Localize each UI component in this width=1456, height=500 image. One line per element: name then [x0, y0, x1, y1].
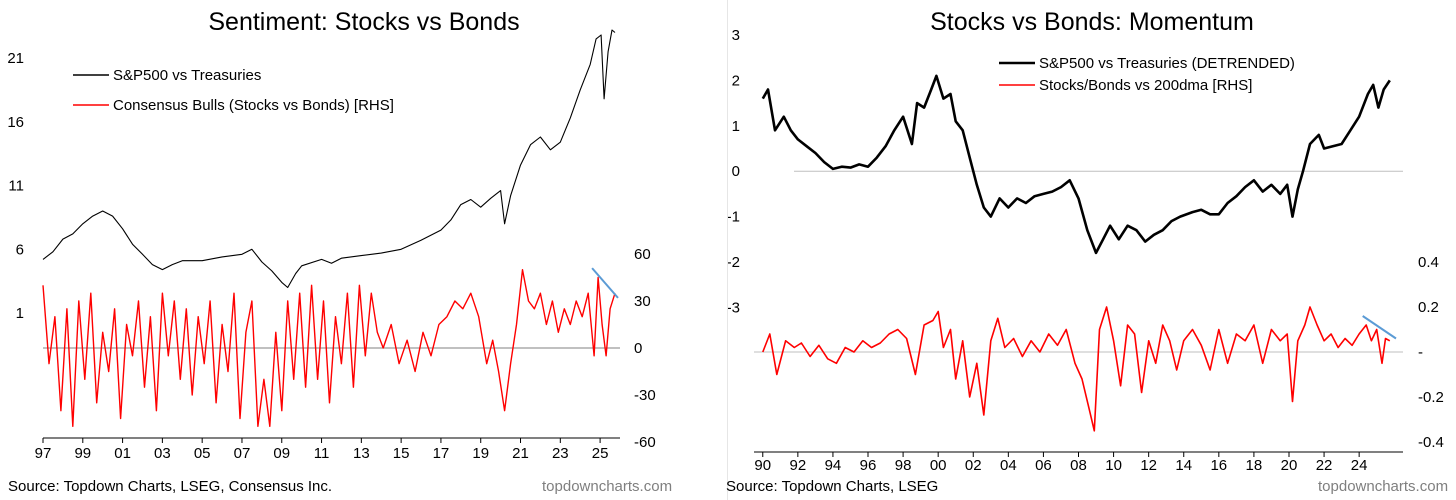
x-tick-label: 22 [1316, 457, 1333, 474]
series-line-1 [761, 74, 1391, 255]
left-tick-label: -3 [728, 299, 740, 316]
x-tick-label: 03 [154, 445, 171, 462]
x-tick-label: 14 [1175, 457, 1192, 474]
chart-panel-left: Sentiment: Stocks vs Bonds 97 99 01 03 05 07 0… [7, 8, 673, 495]
watermark: topdowncharts.com [1318, 478, 1449, 495]
x-tick-label: 92 [790, 457, 807, 474]
x-tick-label: 94 [825, 457, 842, 474]
series-line-2 [762, 306, 1391, 432]
x-tick-label: 12 [1140, 457, 1157, 474]
x-tick-label: 24 [1351, 457, 1368, 474]
left-tick-label: 0 [732, 163, 740, 180]
chart-title: Stocks vs Bonds: Momentum [930, 8, 1254, 36]
left-tick-label: 1 [16, 305, 24, 322]
legend-label: S&P500 vs Treasuries (DETRENDED) [1039, 55, 1295, 72]
source-note: Source: Topdown Charts, LSEG, Consensus … [8, 478, 333, 495]
x-tick-label: 08 [1070, 457, 1087, 474]
x-tick-label: 11 [314, 445, 330, 462]
x-tick-label: 16 [1210, 457, 1227, 474]
right-tick-label: 0 [634, 340, 642, 357]
x-tick-label: 96 [860, 457, 877, 474]
panel-divider [727, 0, 728, 500]
x-tick-label: 15 [393, 445, 410, 462]
chart-plot-left: 97 99 01 03 05 07 09 11 13 15 17 19 21 23 25 21 16 11 6 1 60… [7, 29, 656, 462]
x-tick-label: 90 [754, 457, 771, 474]
left-tick-label: 21 [7, 50, 24, 67]
chart-plot-right: 90 92 94 96 98 00 02 04 06 08 10 12 14 16 18 20 22 243210… [728, 27, 1444, 474]
right-tick-label: -0.2 [1418, 389, 1444, 406]
x-tick-label: 07 [234, 445, 251, 462]
series-line-1 [42, 29, 616, 289]
right-tick-label: -0.4 [1418, 434, 1444, 451]
right-tick-label: 30 [634, 293, 651, 310]
legend-label: Stocks/Bonds vs 200dma [RHS] [1039, 77, 1252, 94]
left-tick-label: 2 [732, 72, 740, 89]
legend-label: S&P500 vs Treasuries [113, 67, 261, 84]
watermark: topdowncharts.com [542, 478, 673, 495]
left-tick-label: 11 [8, 178, 24, 195]
x-tick-label: 23 [552, 445, 569, 462]
x-tick-label: 13 [353, 445, 370, 462]
left-tick-label: 3 [732, 27, 740, 44]
trend-arrow-line [591, 267, 619, 299]
x-tick-label: 21 [512, 445, 529, 462]
x-tick-label: 18 [1246, 457, 1263, 474]
x-tick-label: 17 [433, 445, 450, 462]
left-tick-label: 16 [7, 114, 24, 131]
left-tick-label: 6 [16, 241, 24, 258]
right-tick-label: -60 [634, 434, 656, 451]
right-tick-label: 60 [634, 246, 651, 263]
left-tick-label: -1 [728, 209, 740, 226]
x-tick-label: 25 [592, 445, 609, 462]
x-tick-label: 09 [273, 445, 290, 462]
legend-label: Consensus Bulls (Stocks vs Bonds) [RHS] [113, 97, 394, 114]
x-tick-label: 97 [35, 445, 52, 462]
x-tick-label: 99 [74, 445, 91, 462]
right-tick-label: 0.2 [1418, 299, 1439, 316]
chart-title: Sentiment: Stocks vs Bonds [208, 8, 520, 36]
x-tick-label: 02 [965, 457, 982, 474]
x-tick-label: 05 [194, 445, 211, 462]
x-tick-label: 20 [1281, 457, 1298, 474]
right-tick-label: - [1418, 344, 1423, 361]
x-tick-label: 98 [895, 457, 912, 474]
x-tick-label: 01 [114, 445, 131, 462]
left-tick-label: 1 [732, 118, 740, 135]
x-tick-label: 10 [1105, 457, 1122, 474]
chart-panel-right: Stocks vs Bonds: Momentum 90 92 94 96 98 00 02… [726, 0, 1456, 500]
trend-arrow-line [1362, 315, 1397, 340]
x-tick-label: 19 [472, 445, 489, 462]
x-tick-label: 00 [930, 457, 947, 474]
right-tick-label: 0.4 [1418, 254, 1439, 271]
source-note: Source: Topdown Charts, LSEG [726, 478, 939, 495]
left-tick-label: -2 [728, 254, 740, 271]
series-line-2 [42, 269, 616, 427]
right-tick-label: -30 [634, 387, 656, 404]
x-tick-label: 06 [1035, 457, 1052, 474]
x-tick-label: 04 [1000, 457, 1017, 474]
